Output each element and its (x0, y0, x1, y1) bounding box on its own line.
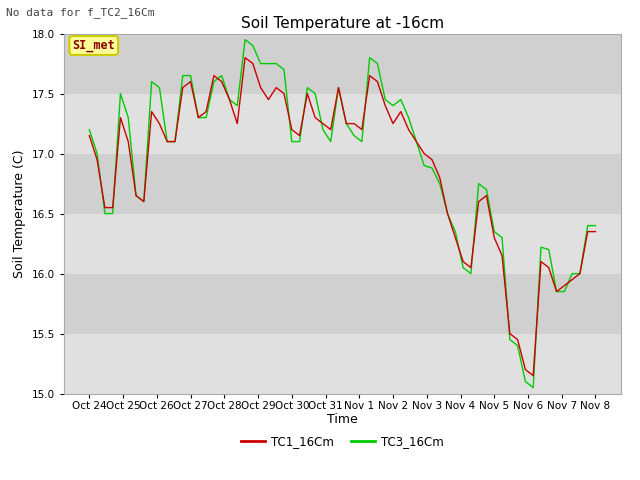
TC3_16Cm (490, 228, 498, 234)
Line: TC1_16Cm: TC1_16Cm (90, 58, 595, 375)
X-axis label: Time: Time (327, 413, 358, 426)
Legend: TC1_16Cm, TC3_16Cm: TC1_16Cm, TC3_16Cm (237, 430, 448, 453)
TC3_16Cm (319, 127, 327, 132)
TC1_16Cm (210, 72, 218, 78)
Bar (64, 154, 621, 214)
TC3_16Cm (124, 115, 132, 120)
TC3_16Cm (591, 223, 599, 228)
TC1_16Cm (490, 235, 498, 240)
Text: No data for f_TC2_16Cm: No data for f_TC2_16Cm (6, 7, 155, 18)
Line: TC3_16Cm: TC3_16Cm (90, 39, 595, 387)
Bar (64, 34, 621, 94)
Title: Soil Temperature at -16cm: Soil Temperature at -16cm (241, 16, 444, 31)
Bar (64, 334, 621, 394)
TC1_16Cm (86, 132, 93, 138)
TC3_16Cm (86, 127, 93, 132)
Bar (64, 214, 621, 274)
TC1_16Cm (249, 60, 257, 66)
TC3_16Cm (529, 384, 537, 390)
TC1_16Cm (591, 228, 599, 234)
Text: SI_met: SI_met (72, 39, 115, 52)
TC3_16Cm (311, 91, 319, 96)
TC1_16Cm (529, 372, 537, 378)
TC1_16Cm (311, 115, 319, 120)
Bar (64, 94, 621, 154)
Bar (64, 274, 621, 334)
TC3_16Cm (210, 79, 218, 84)
TC3_16Cm (249, 43, 257, 48)
TC1_16Cm (124, 139, 132, 144)
TC1_16Cm (319, 120, 327, 126)
TC1_16Cm (241, 55, 249, 60)
Y-axis label: Soil Temperature (C): Soil Temperature (C) (13, 149, 26, 278)
TC3_16Cm (241, 36, 249, 42)
